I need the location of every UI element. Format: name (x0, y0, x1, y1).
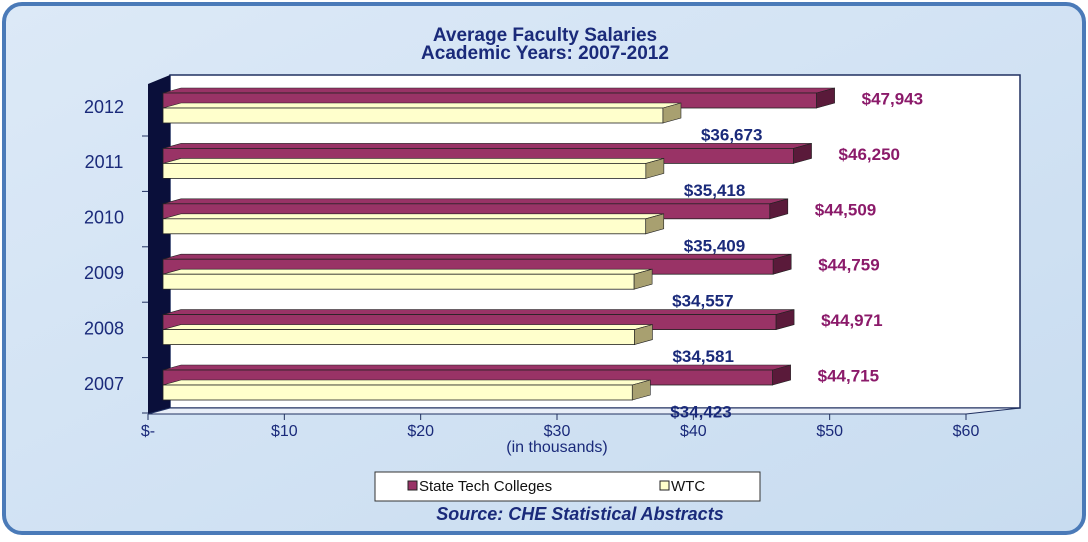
data-label: $44,759 (818, 256, 879, 275)
bar-top (162, 102, 682, 109)
x-tick-label: $50 (816, 423, 843, 440)
bar-top (162, 268, 653, 275)
y-tick-label: 2010 (84, 208, 124, 228)
bar-top (162, 364, 791, 371)
legend-swatch (659, 480, 670, 491)
source-note: Source: CHE Statistical Abstracts (436, 504, 723, 524)
y-tick-label: 2012 (84, 97, 124, 117)
x-axis-label: (in thousands) (506, 439, 607, 456)
legend-swatch (407, 480, 418, 491)
bar-top (162, 379, 651, 386)
data-label: $35,418 (684, 181, 745, 200)
data-label: $34,423 (670, 402, 731, 421)
bar-top (162, 213, 664, 220)
data-label: $34,557 (672, 292, 733, 311)
data-label: $44,715 (818, 366, 879, 385)
bar-end (769, 198, 789, 220)
bar-top (162, 324, 653, 330)
data-label: $34,581 (672, 347, 733, 366)
plot-floor (147, 407, 1021, 415)
legend-label: WTC (671, 478, 705, 495)
legend-label: State Tech Colleges (419, 478, 552, 495)
bar-end (772, 364, 791, 386)
chart-title: Average Faculty Salaries (433, 25, 657, 46)
x-tick-label: $60 (953, 423, 980, 440)
bar-end (632, 379, 651, 401)
bar-end (633, 268, 653, 290)
data-label: $47,943 (862, 89, 923, 108)
bar (162, 162, 647, 179)
bar-top (162, 158, 664, 164)
bar-end (793, 143, 812, 164)
bar-end (634, 324, 653, 345)
bar-end (662, 102, 682, 124)
bar-top (162, 309, 795, 315)
legend (374, 471, 761, 502)
x-tick-label: $20 (407, 423, 434, 440)
bar (162, 107, 664, 124)
x-tick-label: $10 (271, 423, 298, 440)
bar-top (162, 253, 792, 260)
plot-back-wall (169, 74, 1021, 409)
y-tick-label: 2011 (85, 152, 124, 172)
bar (162, 329, 635, 346)
x-tick-label: $- (141, 423, 155, 440)
bar-end (775, 309, 795, 330)
plot-side-wall (148, 75, 170, 414)
bar-end (816, 87, 835, 109)
x-tick-label: $40 (680, 423, 707, 440)
bar-end (772, 253, 792, 275)
bar (162, 218, 647, 235)
data-label: $35,409 (684, 236, 745, 255)
bar-top (162, 87, 835, 94)
data-label: $44,509 (815, 200, 876, 219)
data-label: $44,971 (821, 311, 882, 330)
data-label: $46,250 (839, 145, 900, 164)
bar-top (162, 143, 812, 149)
bar-end (645, 158, 665, 179)
bar-top (162, 198, 788, 205)
chart-subtitle: Academic Years: 2007-2012 (421, 43, 669, 64)
bar (162, 273, 635, 290)
bar (162, 384, 633, 401)
y-tick-label: 2007 (84, 374, 124, 394)
bar-end (645, 213, 665, 235)
y-tick-label: 2009 (84, 263, 124, 283)
y-tick-label: 2008 (84, 318, 124, 338)
data-label: $36,673 (701, 125, 762, 144)
x-tick-label: $30 (544, 423, 571, 440)
